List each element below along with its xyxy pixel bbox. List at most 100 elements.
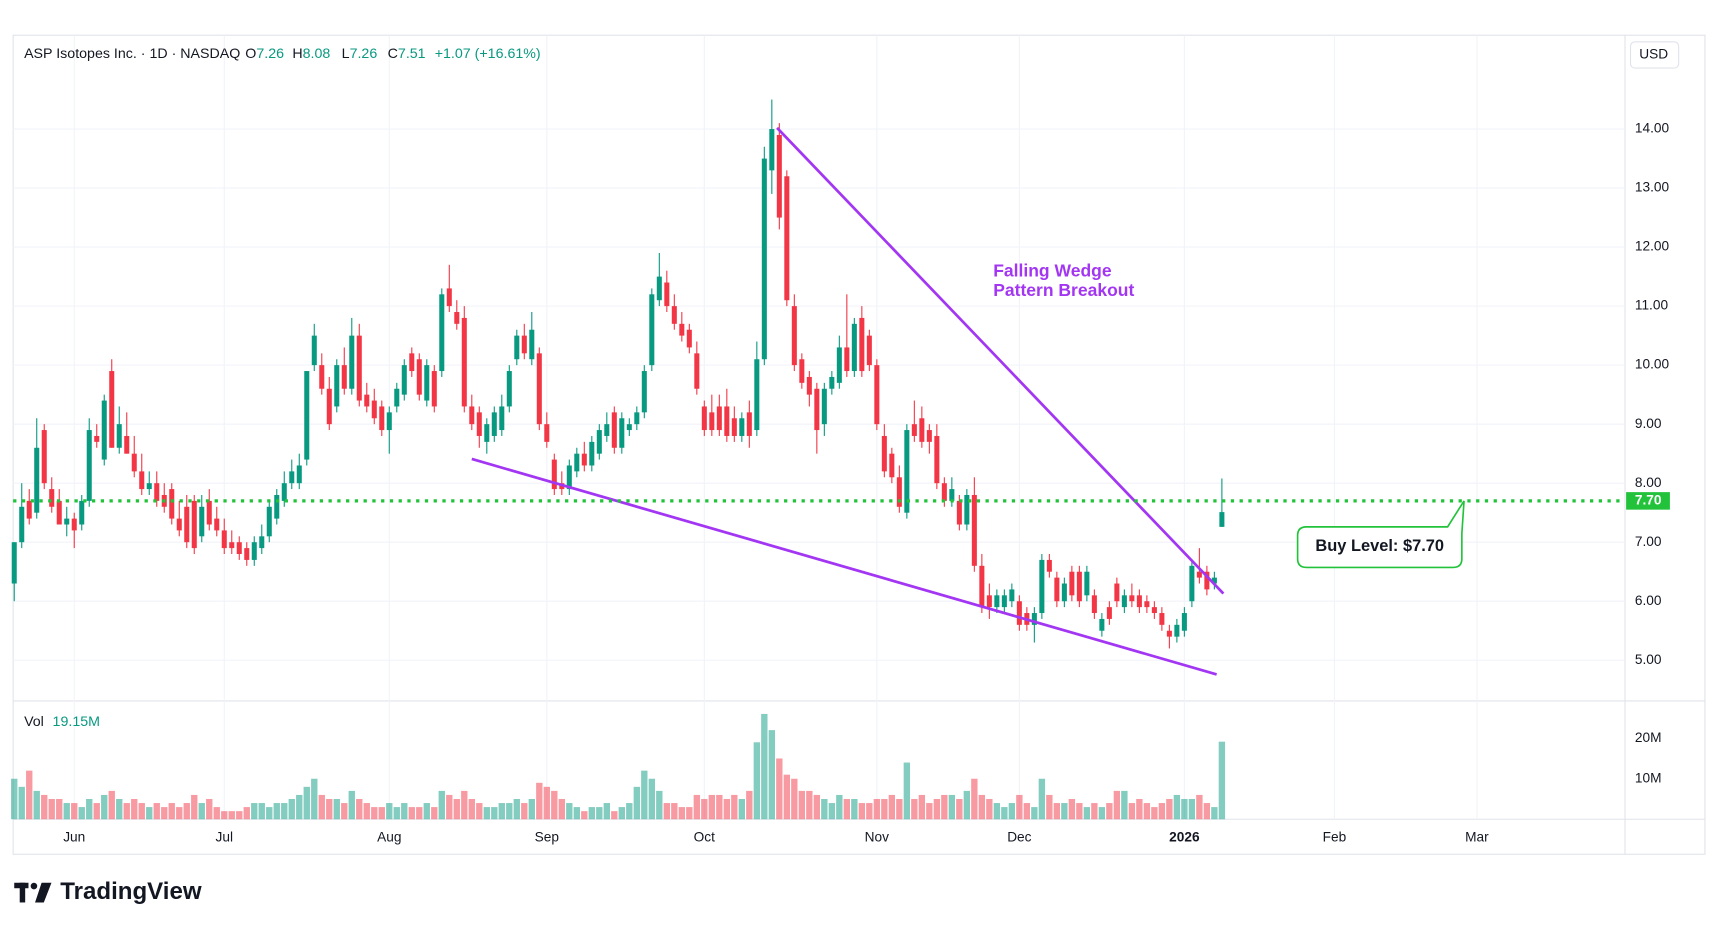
volume-bar: [1001, 807, 1008, 820]
volume-bar: [663, 803, 670, 820]
candle-body: [814, 388, 820, 431]
callout-label: Buy Level: $7.70: [1315, 537, 1444, 555]
volume-bar: [536, 782, 543, 820]
price-tag-label: 7.70: [1635, 493, 1662, 508]
y-tick-label: 6.00: [1635, 593, 1662, 608]
volume-bar: [1031, 807, 1038, 820]
candle-body: [881, 435, 887, 472]
volume-bar: [491, 807, 498, 820]
candle-body: [94, 435, 100, 442]
candle-body: [986, 595, 992, 608]
candle-body: [529, 329, 535, 360]
ohlc-key: C: [388, 46, 398, 62]
candle-body: [1001, 595, 1007, 608]
candle-body: [784, 176, 790, 301]
volume-bar: [671, 803, 678, 820]
volume-bar: [873, 798, 881, 820]
volume-bar: [776, 758, 783, 820]
volume-bar: [1016, 794, 1023, 820]
volume-bar: [123, 803, 130, 820]
candle-body: [206, 500, 212, 525]
volume-bar: [453, 798, 460, 820]
volume-bar: [1038, 778, 1046, 820]
candle-body: [1196, 571, 1202, 578]
x-tick-label: Oct: [694, 829, 715, 844]
symbol: ASP Isotopes Inc. · 1D · NASDAQ: [24, 46, 240, 62]
volume-bar: [333, 798, 340, 820]
candle-body: [439, 294, 445, 372]
candle-body: [1076, 571, 1082, 602]
volume-bar: [86, 798, 93, 820]
volume-bar: [48, 798, 55, 820]
price-tag: [1626, 492, 1670, 510]
candle-body: [191, 500, 197, 549]
candle-body: [566, 465, 572, 490]
candle-body: [1121, 595, 1127, 608]
volume-bar: [78, 807, 85, 820]
candle-body: [49, 489, 55, 507]
volume-bar: [281, 803, 288, 820]
candle-body: [709, 412, 715, 431]
volume-value: 19.15M: [53, 714, 100, 730]
logo-icon: [35, 882, 52, 903]
overlay: 5.00 6.00 7.00 8.00 9.00 10.00 11.00 12.00 13.00…: [13, 121, 1670, 844]
ohlc-key: L: [342, 46, 350, 62]
candle-body: [1046, 559, 1052, 572]
candle-body: [859, 317, 865, 372]
volume-bar: [1098, 807, 1106, 820]
candle-body: [889, 453, 895, 478]
candle-body: [469, 406, 475, 425]
volume-bar: [63, 803, 70, 820]
candle-body: [761, 158, 767, 360]
candle-body: [701, 406, 707, 431]
candle-body: [664, 282, 670, 307]
volume-bar: [686, 807, 693, 820]
candle-body: [544, 424, 550, 442]
candle-body: [866, 335, 872, 366]
candle-body: [634, 412, 640, 425]
candle-body: [371, 400, 377, 419]
volume-bar: [176, 807, 183, 820]
annotation: Pattern Breakout: [993, 280, 1134, 300]
candle-body: [1151, 607, 1157, 614]
candle-body: [221, 530, 227, 549]
volume-bar: [476, 803, 483, 820]
volume-bar: [296, 794, 303, 820]
candle-body: [296, 465, 302, 484]
x-tick-label: Jun: [63, 829, 85, 844]
volume-bar: [768, 730, 776, 820]
candle-body: [904, 430, 910, 513]
volume-bar: [1083, 807, 1091, 820]
volume-bar: [401, 803, 408, 820]
volume-bar: [813, 794, 821, 820]
volume-bar: [888, 794, 896, 820]
volume-bar: [311, 778, 318, 820]
volume-bar: [551, 790, 558, 820]
candle-body: [1159, 613, 1165, 625]
volume-bar: [11, 778, 18, 820]
volume-bar: [956, 798, 963, 820]
candle-body: [236, 542, 242, 555]
candle-body: [274, 494, 280, 519]
candle-body: [56, 500, 62, 525]
candle-body: [1016, 601, 1022, 625]
candle-body: [379, 406, 385, 431]
volume-bar: [866, 803, 873, 820]
volume-bar: [798, 790, 806, 820]
candle-body: [911, 424, 917, 436]
volume-bar: [1106, 803, 1113, 820]
volume-bar: [708, 794, 715, 820]
candle-body: [109, 371, 115, 448]
candle-body: [1129, 595, 1135, 602]
volume-bar: [903, 762, 911, 820]
x-tick-label: Jul: [216, 829, 233, 844]
candle-body: [19, 506, 25, 543]
candle-body: [386, 412, 392, 431]
candle-body: [686, 329, 692, 348]
volume-bar: [618, 807, 625, 820]
volume-bar: [1181, 798, 1188, 820]
candle-body: [754, 359, 760, 431]
candle-body: [956, 500, 962, 525]
candle-body: [799, 359, 805, 383]
